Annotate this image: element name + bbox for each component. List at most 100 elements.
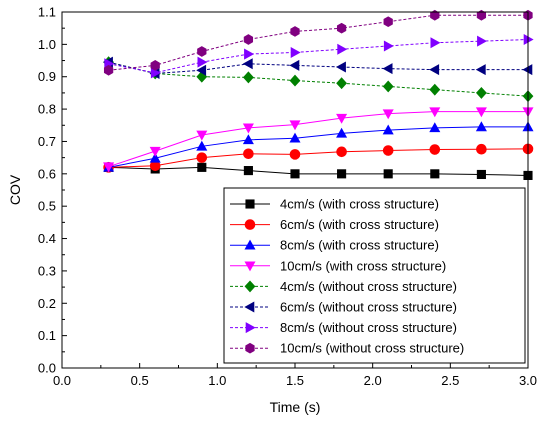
data-point (383, 169, 393, 179)
y-tick-label: 0.8 (38, 102, 56, 117)
data-point (196, 64, 207, 76)
data-point (245, 322, 256, 334)
y-tick-label: 0.1 (38, 328, 56, 343)
data-point (244, 239, 256, 250)
data-point (337, 43, 348, 55)
data-point (430, 9, 440, 21)
data-point (150, 60, 160, 71)
series-line (108, 39, 529, 74)
data-point (383, 16, 393, 28)
data-point (429, 122, 441, 133)
data-point (382, 80, 394, 93)
series-line (108, 111, 528, 168)
legend-item: 10cm/s (without cross structure) (230, 341, 464, 356)
legend-item: 4cm/s (without cross structure) (230, 279, 457, 294)
data-point (336, 77, 348, 90)
y-tick-label: 0.2 (38, 296, 56, 311)
data-point (244, 301, 255, 313)
data-point (382, 109, 394, 120)
data-point (196, 130, 208, 141)
x-tick-label: 1.5 (286, 373, 304, 388)
legend-item: 8cm/s (without cross structure) (230, 320, 457, 335)
data-point (382, 63, 393, 75)
data-point (244, 219, 256, 230)
x-axis-title: Time (s) (270, 399, 321, 415)
data-point (245, 342, 255, 354)
data-point (476, 9, 487, 21)
data-point (242, 58, 253, 70)
data-point (475, 121, 487, 132)
y-axis-title: COV (7, 174, 23, 205)
data-point (336, 22, 347, 34)
x-tick-label: 2.0 (364, 373, 382, 388)
legend-box (223, 187, 526, 364)
x-tick-label: 3.0 (519, 373, 537, 388)
data-point (337, 169, 347, 179)
data-point (149, 152, 161, 163)
y-tick-label: 0.5 (38, 199, 56, 214)
data-point (245, 199, 255, 209)
data-point (336, 113, 348, 124)
axis-ticks: 0.0 0.5 1.0 1.5 2.0 2.5 3.0 0.0 0.1 0.2 0.3 0.4 0.5 0… (38, 5, 537, 389)
data-point (242, 71, 254, 84)
y-tick-label: 1.1 (38, 5, 56, 20)
data-point (243, 148, 254, 160)
y-tick-label: 0.3 (38, 263, 56, 278)
data-point (429, 64, 440, 76)
y-tick-label: 1.0 (38, 37, 56, 52)
data-point (289, 120, 301, 131)
legend-label: 8cm/s (with cross structure) (280, 238, 439, 253)
data-point (103, 162, 115, 173)
legend-label: 10cm/s (with cross structure) (280, 258, 446, 273)
y-tick-label: 0.9 (38, 69, 56, 84)
y-tick-label: 0.7 (38, 134, 56, 149)
data-point (335, 61, 346, 73)
data-point (243, 34, 254, 45)
legend: 4cm/s (with cross structure) 6cm/s (with … (223, 187, 526, 364)
x-tick-label: 2.5 (441, 373, 459, 388)
data-point (477, 35, 488, 47)
data-point (336, 127, 348, 138)
series-line (108, 126, 528, 168)
data-point (290, 46, 301, 58)
legend-label: 6cm/s (with cross structure) (280, 217, 439, 232)
x-tick-label: 0.0 (53, 373, 71, 388)
data-point (476, 143, 487, 155)
data-point (244, 48, 255, 60)
data-point (244, 280, 256, 293)
data-point (242, 134, 254, 145)
series-line (108, 148, 529, 168)
data-point (429, 144, 441, 155)
data-point (289, 74, 301, 87)
data-point (430, 169, 440, 179)
data-point (430, 37, 441, 49)
data-point (197, 162, 207, 172)
legend-label: 4cm/s (without cross structure) (280, 279, 457, 294)
data-point (197, 56, 208, 68)
data-point (383, 40, 394, 52)
data-point (475, 86, 487, 99)
data-point (336, 146, 347, 158)
plot-area (102, 9, 534, 180)
legend-item: 10cm/s (with cross structure) (230, 258, 446, 273)
data-point (196, 140, 208, 151)
data-point (476, 169, 486, 180)
legend-label: 10cm/s (without cross structure) (280, 341, 464, 356)
series-line (108, 166, 529, 176)
data-point (382, 145, 394, 156)
data-point (382, 124, 394, 135)
data-point (475, 64, 486, 76)
data-point (244, 261, 256, 272)
series-line (108, 61, 528, 74)
data-point (289, 59, 300, 71)
y-tick-label: 0.0 (38, 361, 56, 376)
series-3 (103, 121, 534, 172)
y-tick-label: 0.6 (38, 166, 56, 181)
legend-item: 6cm/s (without cross structure) (230, 300, 457, 315)
x-tick-label: 1.0 (208, 373, 226, 388)
data-point (196, 152, 208, 163)
legend-label: 4cm/s (with cross structure) (280, 197, 439, 212)
data-point (475, 107, 487, 118)
data-point (197, 46, 207, 57)
